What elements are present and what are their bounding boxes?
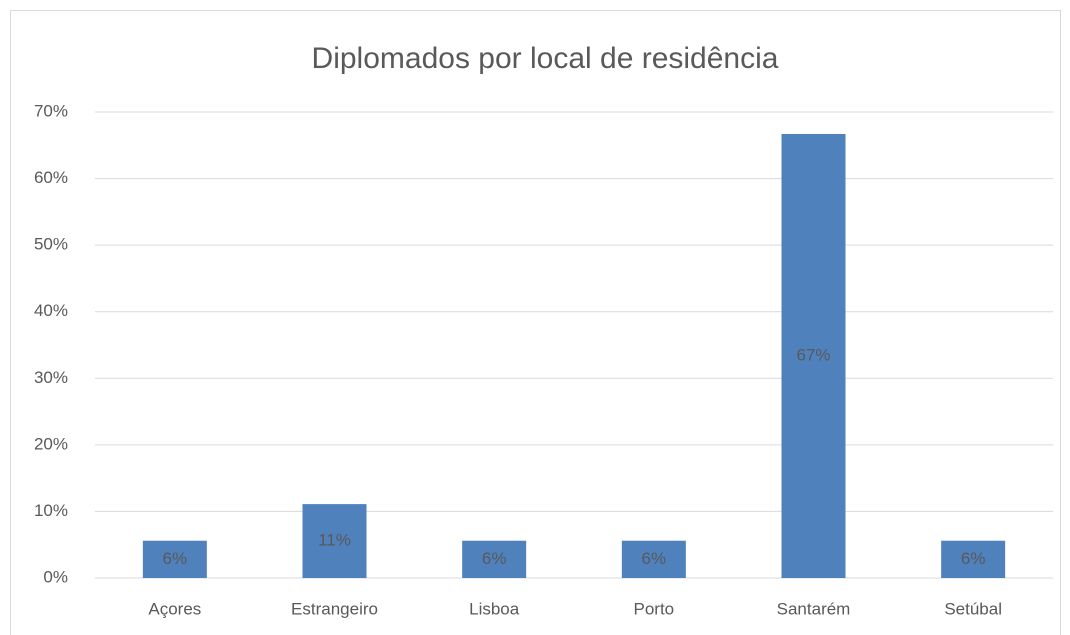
y-tick-label: 70% <box>34 101 68 120</box>
bar <box>462 540 527 578</box>
bar <box>621 540 686 578</box>
data-label: 11% <box>318 531 351 550</box>
x-tick-label: Estrangeiro <box>291 599 378 618</box>
bar <box>941 540 1006 578</box>
y-tick-label: 0% <box>43 567 68 586</box>
chart-title: Diplomados por local de residência <box>312 42 779 75</box>
y-tick-label: 20% <box>34 434 68 453</box>
data-label: 67% <box>796 345 830 364</box>
bar <box>781 133 846 578</box>
y-tick-label: 10% <box>34 501 68 520</box>
data-label: 6% <box>961 549 986 568</box>
x-tick-label: Açores <box>148 599 201 618</box>
y-tick-label: 60% <box>34 168 68 187</box>
y-tick-label: 30% <box>34 368 68 387</box>
chart-border <box>10 10 1061 635</box>
y-tick-label: 40% <box>34 301 68 320</box>
data-label: 6% <box>642 549 667 568</box>
bar <box>302 504 367 578</box>
y-tick-label: 50% <box>34 235 68 254</box>
data-label: 6% <box>482 549 507 568</box>
x-tick-label: Santarém <box>777 599 851 618</box>
x-tick-label: Lisboa <box>469 599 520 618</box>
bar <box>142 540 207 578</box>
data-label: 6% <box>163 549 188 568</box>
x-tick-label: Setúbal <box>944 599 1002 618</box>
x-tick-label: Porto <box>634 599 675 618</box>
